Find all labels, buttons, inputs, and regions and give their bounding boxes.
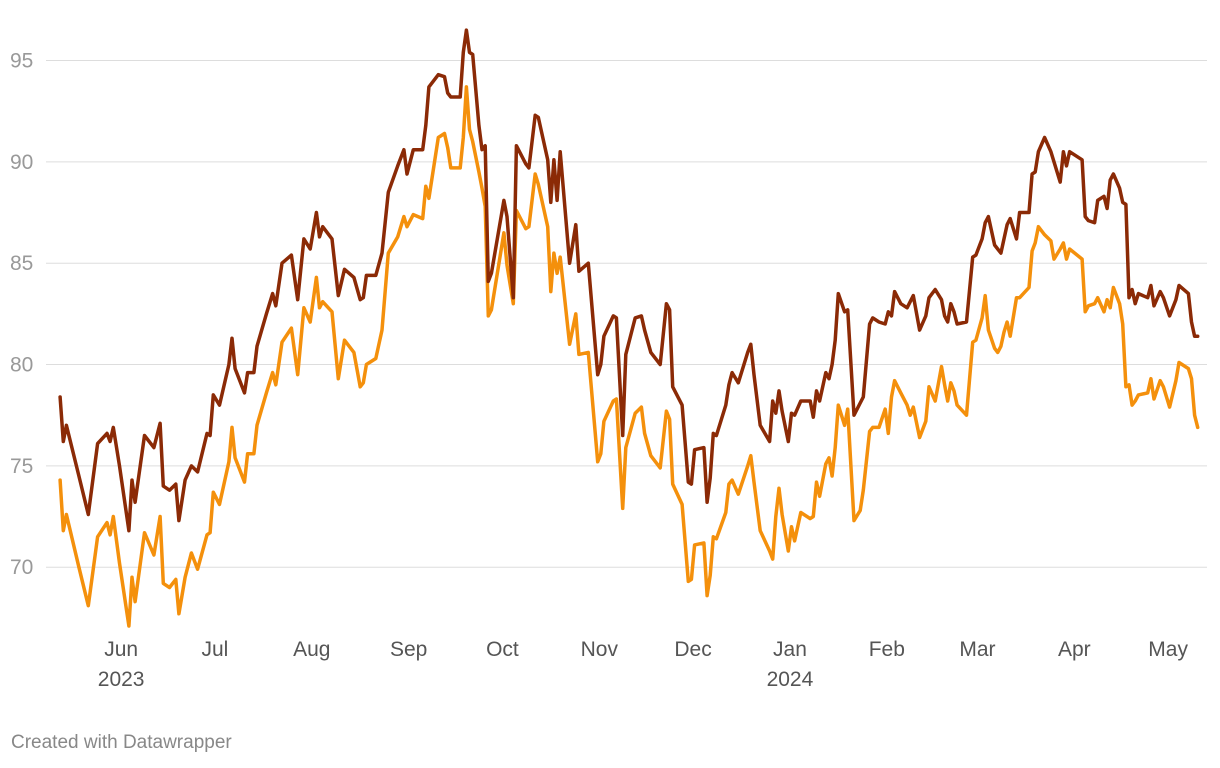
series-lines	[58, 28, 1200, 628]
y-tick-label: 75	[10, 455, 33, 478]
y-tick-label: 90	[10, 151, 33, 174]
x-tick-month-label: Sep	[390, 638, 427, 661]
x-tick-year-label: 2023	[98, 668, 145, 691]
x-tick-month-label: Oct	[486, 638, 519, 661]
x-tick-month-label: Dec	[674, 638, 711, 661]
datawrapper-credit: Created with Datawrapper	[11, 732, 232, 753]
x-tick-month-label: Jul	[201, 638, 228, 661]
x-tick-year-label: 2024	[767, 668, 814, 691]
x-tick-month-label: Nov	[581, 638, 619, 661]
x-tick-month-label: Apr	[1058, 638, 1091, 661]
x-axis-tick-labels: Jun 2023 Jul Aug Sep Oct Nov Dec Jan 2024 Feb Mar Ap…	[98, 638, 1189, 691]
x-tick-month-label: Mar	[959, 638, 995, 661]
y-tick-label: 80	[10, 354, 33, 377]
y-axis-tick-labels: 70 75 80 85 90 95	[10, 50, 33, 580]
x-tick-month-label: May	[1148, 638, 1188, 661]
x-tick-month-label: Jan	[773, 638, 807, 661]
y-tick-label: 70	[10, 556, 33, 579]
series-line-dark	[58, 28, 1200, 533]
x-tick-month-label: Feb	[869, 638, 905, 661]
series-line-orange	[58, 85, 1200, 628]
gridlines	[46, 60, 1207, 568]
x-tick-month-label: Jun	[104, 638, 138, 661]
y-tick-label: 95	[10, 50, 33, 73]
y-tick-label: 85	[10, 252, 33, 275]
x-tick-month-label: Aug	[293, 638, 330, 661]
